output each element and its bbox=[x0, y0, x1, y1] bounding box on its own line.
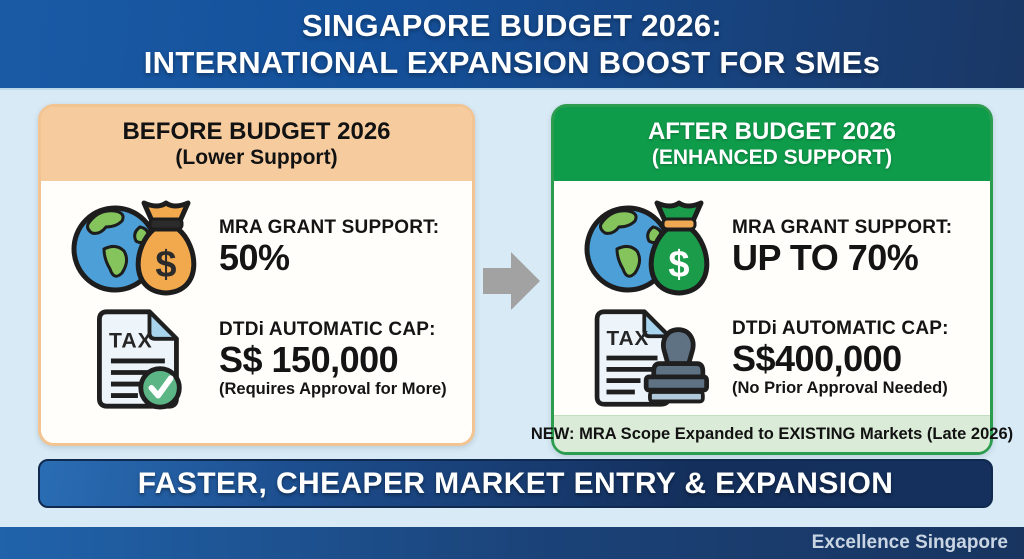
after-mra-value: UP TO 70% bbox=[732, 236, 919, 278]
tax-glyph: TAX bbox=[109, 329, 153, 352]
before-card-body: $ MRA GRANT SUPPORT: 50% TAX bbox=[41, 181, 472, 411]
new-mra-scope-banner: NEW: MRA Scope Expanded to EXISTING Mark… bbox=[531, 415, 1013, 452]
after-card-subtitle: (ENHANCED SUPPORT) bbox=[651, 146, 893, 169]
brand-name: Excellence Singapore bbox=[811, 532, 1008, 553]
after-card-body: $ MRA GRANT SUPPORT: UP TO 70% TAX bbox=[554, 181, 990, 409]
before-mra-label: MRA GRANT SUPPORT: bbox=[219, 216, 440, 238]
before-dtdi-value: S$ 150,000 bbox=[219, 338, 399, 380]
page-title-line1: SINGAPORE BUDGET 2026: bbox=[301, 8, 723, 43]
dollar-glyph: $ bbox=[668, 244, 689, 286]
globe-money-bag-icon: $ bbox=[576, 197, 722, 297]
before-budget-card: BEFORE BUDGET 2026 (Lower Support) $ bbox=[38, 104, 475, 446]
after-mra-label: MRA GRANT SUPPORT: bbox=[732, 216, 953, 238]
after-dtdi-text: DTDi AUTOMATIC CAP: S$400,000 (No Prior … bbox=[732, 318, 949, 399]
before-dtdi-note: (Requires Approval for More) bbox=[219, 380, 447, 399]
after-mra-row: $ MRA GRANT SUPPORT: UP TO 70% bbox=[576, 197, 982, 297]
footer-bar: Excellence Singapore bbox=[0, 527, 1024, 559]
after-dtdi-label: DTDi AUTOMATIC CAP: bbox=[732, 317, 949, 339]
tax-document-check-svg: TAX bbox=[97, 309, 182, 410]
globe-money-bag-orange-svg: $ bbox=[71, 200, 197, 296]
after-dtdi-value: S$400,000 bbox=[732, 337, 902, 379]
arrow-right-svg bbox=[483, 252, 540, 310]
after-card-title: AFTER BUDGET 2026 bbox=[647, 118, 897, 145]
tax-document-check-icon: TAX bbox=[63, 307, 209, 411]
before-card-header: BEFORE BUDGET 2026 (Lower Support) bbox=[41, 107, 472, 181]
before-mra-text: MRA GRANT SUPPORT: 50% bbox=[219, 217, 439, 278]
before-card-title: BEFORE BUDGET 2026 bbox=[122, 118, 391, 145]
before-dtdi-row: TAX DTDi AUTOMATIC CAP: S$ 150,000 (Requ… bbox=[63, 307, 464, 411]
after-dtdi-note: (No Prior Approval Needed) bbox=[732, 379, 948, 398]
page-header: SINGAPORE BUDGET 2026: INTERNATIONAL EXP… bbox=[0, 0, 1024, 90]
after-budget-card: AFTER BUDGET 2026 (ENHANCED SUPPORT) $ bbox=[531, 104, 1013, 455]
tax-document-stamp-svg: TAX bbox=[594, 309, 709, 407]
after-mra-text: MRA GRANT SUPPORT: UP TO 70% bbox=[732, 217, 952, 278]
before-dtdi-label: DTDi AUTOMATIC CAP: bbox=[219, 318, 436, 340]
after-dtdi-row: TAX DTDi AUTOMATIC CAP: S$400,000 (No bbox=[576, 307, 982, 409]
bottom-benefit-banner: FASTER, CHEAPER MARKET ENTRY & EXPANSION bbox=[38, 459, 993, 508]
arrow-right-icon bbox=[483, 250, 541, 312]
before-mra-value: 50% bbox=[219, 236, 290, 278]
after-card-header: AFTER BUDGET 2026 (ENHANCED SUPPORT) bbox=[554, 107, 990, 181]
dollar-glyph: $ bbox=[155, 244, 176, 286]
tax-glyph: TAX bbox=[607, 327, 650, 350]
globe-money-bag-icon: $ bbox=[63, 197, 209, 297]
globe-money-bag-green-svg: $ bbox=[584, 200, 710, 296]
before-mra-row: $ MRA GRANT SUPPORT: 50% bbox=[63, 197, 464, 297]
page-title-line2: INTERNATIONAL EXPANSION BOOST FOR SMEs bbox=[143, 45, 881, 80]
before-card-subtitle: (Lower Support) bbox=[175, 146, 338, 169]
before-dtdi-text: DTDi AUTOMATIC CAP: S$ 150,000 (Requires… bbox=[219, 319, 447, 400]
tax-document-stamp-icon: TAX bbox=[576, 307, 722, 409]
